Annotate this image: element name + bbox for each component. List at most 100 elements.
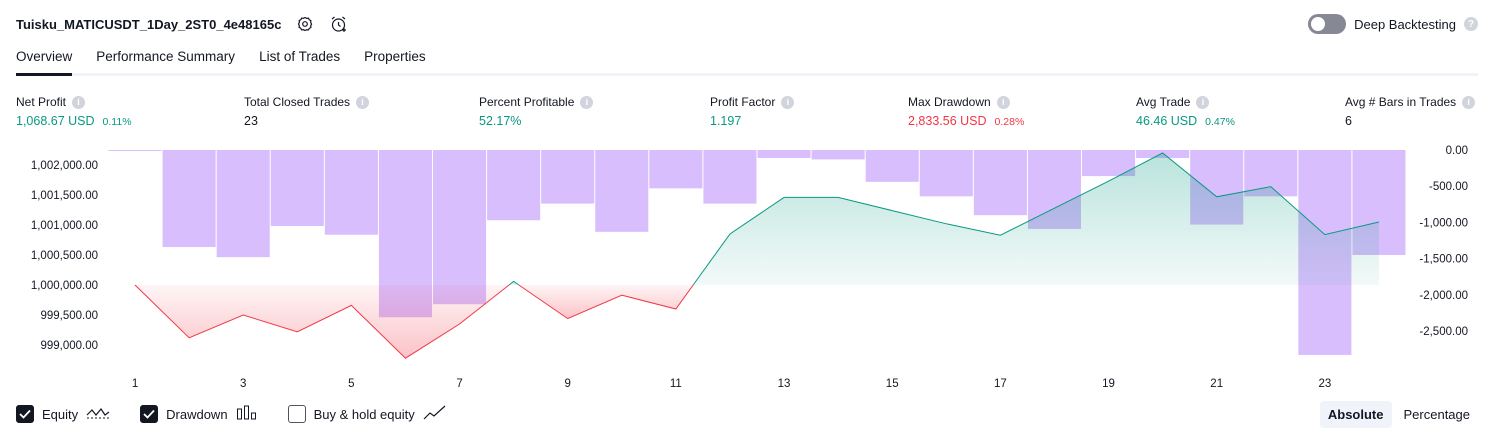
y-left-tick-label: 1,000,000.00 [31,280,98,292]
alarm-add-icon[interactable] [329,14,349,34]
tab-performance-summary[interactable]: Performance Summary [96,49,236,64]
toggle-knob [1311,17,1326,31]
metric-net-profit: Net Profit i 1,068.67 USD 0.11% [16,94,132,128]
y-right-tick-label: -500.00 [1429,181,1468,193]
y-right-tick-label: -2,500.00 [1419,326,1468,338]
tab-properties[interactable]: Properties [364,49,426,64]
summary-metrics: Net Profit i 1,068.67 USD 0.11% Total Clos… [16,94,1480,130]
tab-list-of-trades[interactable]: List of Trades [259,49,341,64]
equity-gain-area [693,153,1379,285]
info-icon[interactable]: i [996,95,1010,109]
drawdown-bar [811,150,865,160]
metric-label: Total Closed Trades [244,95,351,109]
y-left-tick-label: 999,500.00 [40,310,98,322]
legend-label: Buy & hold equity [313,406,415,422]
metric-value: 23 [244,114,258,128]
y-right-tick-label: -2,000.00 [1419,290,1468,302]
metric-label: Avg # Bars in Trades [1345,95,1457,109]
metric-label: Net Profit [16,95,67,109]
drawdown-bars-icon [236,405,258,424]
checkbox-equity[interactable] [16,405,34,423]
legend-label: Equity [42,406,79,422]
x-tick-label: 21 [1210,378,1223,390]
drawdown-bar [865,150,919,182]
equity-line [518,284,694,320]
metric-value: 6 [1345,114,1352,128]
drawdown-bar [919,150,973,197]
drawdown-bar [162,150,216,248]
x-tick-label: 11 [670,378,682,390]
deep-backtesting-toggle[interactable] [1308,14,1347,34]
info-icon[interactable]: i [580,95,594,109]
x-tick-label: 9 [565,378,571,390]
info-icon[interactable]: i [1196,95,1210,109]
y-left-tick-label: 1,000,500.00 [31,250,98,262]
legend-equity[interactable]: Equity [16,405,110,424]
info-icon[interactable]: i [72,95,86,109]
info-icon[interactable]: i [781,95,795,109]
y-right-tick-label: -1,000.00 [1419,217,1468,229]
y-left-tick-label: 999,000.00 [40,340,98,352]
y-right-tick-label: -1,500.00 [1419,254,1468,266]
metric-value: 1.197 [710,114,742,128]
y-left-tick-label: 1,002,000.00 [31,160,98,172]
x-tick-label: 5 [348,378,354,390]
x-tick-label: 7 [456,378,462,390]
metric-value: 46.46 USD [1136,114,1198,128]
strategy-header: Tuisku_MATICUSDT_1Day_2ST0_4e48165c [16,12,349,36]
metric-max-drawdown: Max Drawdown i 2,833.56 USD 0.28% [908,94,1024,128]
metric-value: 2,833.56 USD [908,114,987,128]
percentage-button[interactable]: Percentage [1403,406,1471,422]
checkbox-buy-hold-equity[interactable] [287,405,306,423]
help-icon[interactable]: ? [1464,17,1478,31]
metric-percent: 0.28% [994,116,1025,128]
checkbox-drawdown[interactable] [140,405,159,423]
deep-backtesting-label: Deep Backtesting [1354,16,1456,32]
info-icon[interactable]: i [356,95,370,109]
drawdown-bar [703,150,757,204]
drawdown-bar [973,150,1027,216]
info-icon[interactable]: i [1462,95,1476,109]
metric-percent: 0.11% [102,116,132,128]
equity-line-icon [86,405,110,424]
absolute-button[interactable]: Absolute [1319,400,1392,428]
equity-loss-area [135,285,510,359]
metric-avg-bars: Avg # Bars in Trades i 6 [1345,94,1476,128]
metric-value: 52.17% [479,114,522,128]
strategy-title: Tuisku_MATICUSDT_1Day_2ST0_4e48165c [16,16,282,32]
metric-label: Max Drawdown [908,95,991,109]
drawdown-bar [216,150,270,258]
drawdown-bar [649,150,703,189]
drawdown-bar [108,150,162,151]
metric-profit-factor: Profit Factor i 1.197 [710,94,795,128]
chart-legend: Equity Drawdown Buy & hold equity [16,402,447,426]
equity-drawdown-chart[interactable]: 1,002,000.00 1,001,500.00 1,001,000.00 1,00… [0,140,1494,400]
equity-line [508,280,520,286]
drawdown-bar [324,150,378,235]
buy-hold-line-icon [423,405,447,424]
equity-line [134,284,510,359]
x-tick-label: 13 [778,378,791,390]
gear-icon[interactable] [295,14,315,34]
x-tick-label: 3 [240,378,246,390]
metric-label: Avg Trade [1136,95,1191,109]
x-tick-label: 15 [886,378,899,390]
drawdown-bar [270,150,324,227]
equity-gain-area [509,281,519,285]
legend-drawdown[interactable]: Drawdown [140,405,257,424]
value-mode-switch: Absolute Percentage [1319,400,1478,428]
metric-label: Percent Profitable [479,95,575,109]
metric-avg-trade: Avg Trade i 46.46 USD 0.47% [1136,94,1235,128]
equity-line [692,152,1380,286]
legend-buy-hold-equity[interactable]: Buy & hold equity [287,405,447,424]
drawdown-bar [487,150,541,221]
drawdown-bar [433,150,487,305]
drawdown-bar [541,150,595,204]
metric-label: Profit Factor [710,95,776,109]
x-tick-label: 17 [994,378,1007,390]
x-tick-label: 19 [1102,378,1115,390]
drawdown-bar [757,150,811,158]
tab-overview[interactable]: Overview [16,46,73,76]
metric-percent-profitable: Percent Profitable i 52.17% [479,94,594,128]
report-tabs: Overview Performance Summary List of Tra… [16,46,1478,76]
